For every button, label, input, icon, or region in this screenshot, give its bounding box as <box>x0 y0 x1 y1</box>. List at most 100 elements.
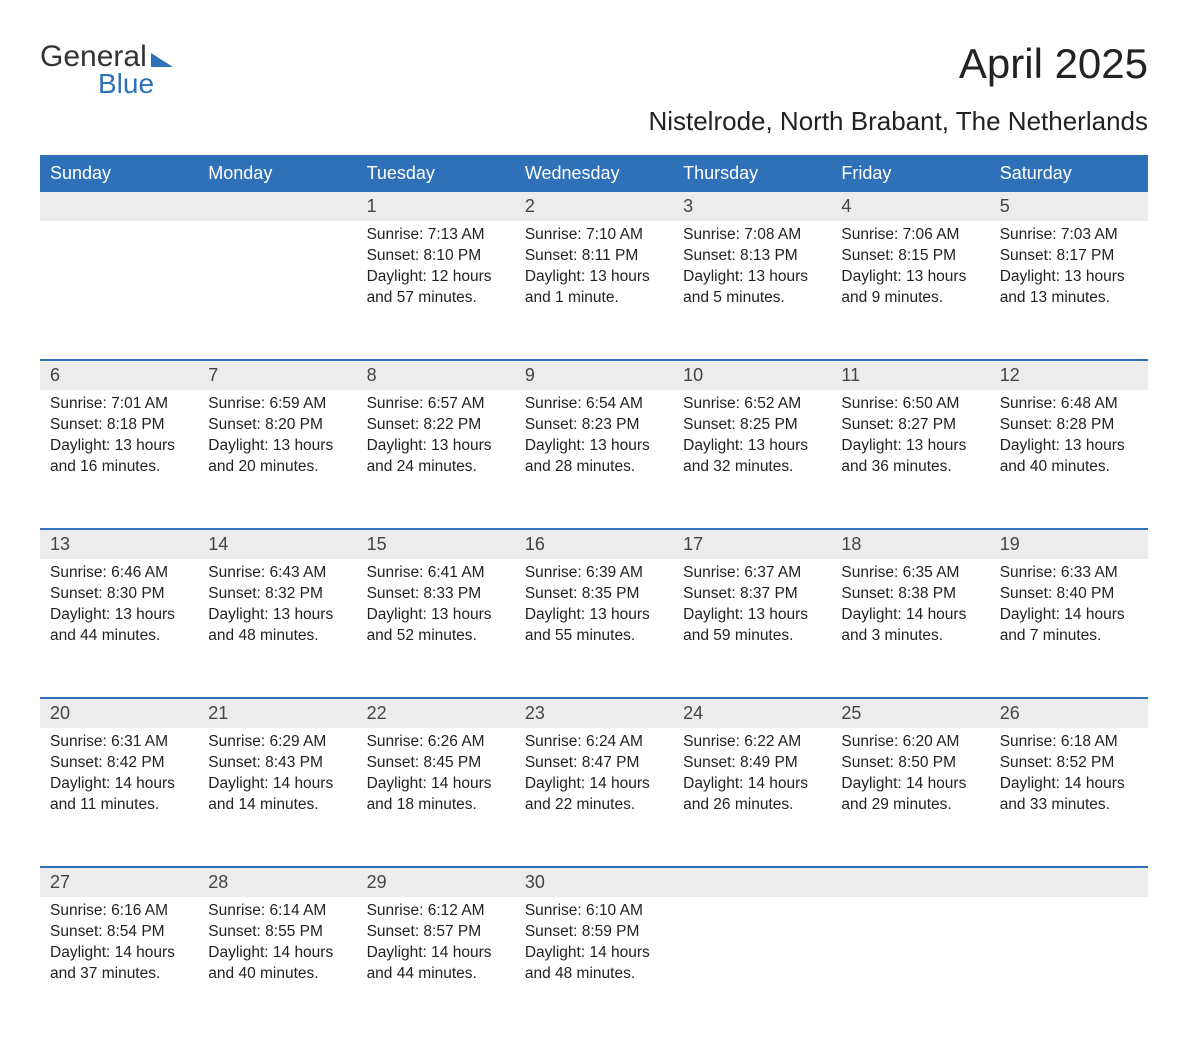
sunset-text: Sunset: 8:20 PM <box>208 415 346 436</box>
sunrise-text: Sunrise: 6:52 AM <box>683 394 821 415</box>
calendar-cell: Sunrise: 7:06 AMSunset: 8:15 PMDaylight:… <box>831 221 989 341</box>
location-subtitle: Nistelrode, North Brabant, The Netherlan… <box>648 106 1148 137</box>
daylight-text-1: Daylight: 13 hours <box>683 436 821 457</box>
daylight-text-2: and 57 minutes. <box>367 288 505 309</box>
sunrise-text: Sunrise: 6:48 AM <box>1000 394 1138 415</box>
weekday-header: Tuesday <box>357 155 515 192</box>
day-number: 19 <box>990 530 1148 559</box>
daylight-text-2: and 11 minutes. <box>50 795 188 816</box>
calendar-cell: Sunrise: 6:10 AMSunset: 8:59 PMDaylight:… <box>515 897 673 1017</box>
calendar-cell: Sunrise: 6:33 AMSunset: 8:40 PMDaylight:… <box>990 559 1148 679</box>
calendar-cell: Sunrise: 6:48 AMSunset: 8:28 PMDaylight:… <box>990 390 1148 510</box>
day-number: 3 <box>673 192 831 221</box>
sunset-text: Sunset: 8:17 PM <box>1000 246 1138 267</box>
day-number: 25 <box>831 699 989 728</box>
sunrise-text: Sunrise: 6:10 AM <box>525 901 663 922</box>
day-number <box>198 192 356 221</box>
logo-block: General Blue <box>40 40 173 100</box>
cell-body: Sunrise: 6:46 AMSunset: 8:30 PMDaylight:… <box>40 559 198 651</box>
daylight-text-2: and 32 minutes. <box>683 457 821 478</box>
daylight-text-1: Daylight: 14 hours <box>841 774 979 795</box>
daylight-text-2: and 16 minutes. <box>50 457 188 478</box>
cell-body: Sunrise: 7:10 AMSunset: 8:11 PMDaylight:… <box>515 221 673 313</box>
cell-body: Sunrise: 6:18 AMSunset: 8:52 PMDaylight:… <box>990 728 1148 820</box>
calendar-cell: Sunrise: 7:01 AMSunset: 8:18 PMDaylight:… <box>40 390 198 510</box>
calendar-cell: Sunrise: 7:08 AMSunset: 8:13 PMDaylight:… <box>673 221 831 341</box>
daylight-text-2: and 18 minutes. <box>367 795 505 816</box>
sunset-text: Sunset: 8:43 PM <box>208 753 346 774</box>
week-row: Sunrise: 6:31 AMSunset: 8:42 PMDaylight:… <box>40 728 1148 848</box>
sunrise-text: Sunrise: 7:01 AM <box>50 394 188 415</box>
daylight-text-1: Daylight: 13 hours <box>208 605 346 626</box>
daylight-text-1: Daylight: 12 hours <box>367 267 505 288</box>
sunset-text: Sunset: 8:30 PM <box>50 584 188 605</box>
sunrise-text: Sunrise: 6:22 AM <box>683 732 821 753</box>
cell-body: Sunrise: 7:06 AMSunset: 8:15 PMDaylight:… <box>831 221 989 313</box>
cell-body: Sunrise: 6:20 AMSunset: 8:50 PMDaylight:… <box>831 728 989 820</box>
sunrise-text: Sunrise: 6:57 AM <box>367 394 505 415</box>
daylight-text-1: Daylight: 13 hours <box>525 605 663 626</box>
sunset-text: Sunset: 8:23 PM <box>525 415 663 436</box>
sunrise-text: Sunrise: 6:31 AM <box>50 732 188 753</box>
day-number <box>831 868 989 897</box>
weekday-header: Monday <box>198 155 356 192</box>
day-number: 20 <box>40 699 198 728</box>
daylight-text-2: and 1 minute. <box>525 288 663 309</box>
sunrise-text: Sunrise: 7:06 AM <box>841 225 979 246</box>
daylight-text-2: and 28 minutes. <box>525 457 663 478</box>
day-number: 21 <box>198 699 356 728</box>
calendar-cell: Sunrise: 6:22 AMSunset: 8:49 PMDaylight:… <box>673 728 831 848</box>
sunrise-text: Sunrise: 6:41 AM <box>367 563 505 584</box>
week-row: Sunrise: 6:16 AMSunset: 8:54 PMDaylight:… <box>40 897 1148 1017</box>
cell-body: Sunrise: 6:10 AMSunset: 8:59 PMDaylight:… <box>515 897 673 989</box>
daylight-text-2: and 52 minutes. <box>367 626 505 647</box>
day-number-row: 27282930 <box>40 866 1148 897</box>
calendar-cell: Sunrise: 7:03 AMSunset: 8:17 PMDaylight:… <box>990 221 1148 341</box>
day-number-row: 13141516171819 <box>40 528 1148 559</box>
day-number: 27 <box>40 868 198 897</box>
sunrise-text: Sunrise: 6:26 AM <box>367 732 505 753</box>
sunrise-text: Sunrise: 6:39 AM <box>525 563 663 584</box>
calendar-cell: Sunrise: 6:31 AMSunset: 8:42 PMDaylight:… <box>40 728 198 848</box>
daylight-text-1: Daylight: 14 hours <box>1000 774 1138 795</box>
sunset-text: Sunset: 8:54 PM <box>50 922 188 943</box>
daylight-text-2: and 22 minutes. <box>525 795 663 816</box>
weekday-header: Sunday <box>40 155 198 192</box>
title-block: April 2025 Nistelrode, North Brabant, Th… <box>648 40 1148 137</box>
calendar-cell-empty <box>198 221 356 341</box>
daylight-text-1: Daylight: 13 hours <box>367 436 505 457</box>
page-header: General Blue April 2025 Nistelrode, Nort… <box>40 40 1148 137</box>
daylight-text-1: Daylight: 13 hours <box>50 436 188 457</box>
calendar-cell: Sunrise: 6:43 AMSunset: 8:32 PMDaylight:… <box>198 559 356 679</box>
daylight-text-1: Daylight: 14 hours <box>208 943 346 964</box>
day-number: 4 <box>831 192 989 221</box>
calendar-cell: Sunrise: 6:24 AMSunset: 8:47 PMDaylight:… <box>515 728 673 848</box>
day-number: 10 <box>673 361 831 390</box>
sunset-text: Sunset: 8:40 PM <box>1000 584 1138 605</box>
cell-body: Sunrise: 6:50 AMSunset: 8:27 PMDaylight:… <box>831 390 989 482</box>
sunset-text: Sunset: 8:11 PM <box>525 246 663 267</box>
daylight-text-2: and 55 minutes. <box>525 626 663 647</box>
daylight-text-2: and 14 minutes. <box>208 795 346 816</box>
cell-body: Sunrise: 6:48 AMSunset: 8:28 PMDaylight:… <box>990 390 1148 482</box>
cell-body: Sunrise: 6:16 AMSunset: 8:54 PMDaylight:… <box>40 897 198 989</box>
sunset-text: Sunset: 8:33 PM <box>367 584 505 605</box>
cell-body: Sunrise: 6:52 AMSunset: 8:25 PMDaylight:… <box>673 390 831 482</box>
sunset-text: Sunset: 8:22 PM <box>367 415 505 436</box>
daylight-text-1: Daylight: 13 hours <box>841 436 979 457</box>
cell-body: Sunrise: 6:29 AMSunset: 8:43 PMDaylight:… <box>198 728 356 820</box>
sunrise-text: Sunrise: 6:14 AM <box>208 901 346 922</box>
sunrise-text: Sunrise: 7:08 AM <box>683 225 821 246</box>
calendar-cell-empty <box>831 897 989 1017</box>
sunset-text: Sunset: 8:45 PM <box>367 753 505 774</box>
daylight-text-1: Daylight: 13 hours <box>50 605 188 626</box>
day-number: 15 <box>357 530 515 559</box>
daylight-text-1: Daylight: 14 hours <box>367 943 505 964</box>
day-number: 26 <box>990 699 1148 728</box>
cell-body: Sunrise: 7:03 AMSunset: 8:17 PMDaylight:… <box>990 221 1148 313</box>
sunset-text: Sunset: 8:38 PM <box>841 584 979 605</box>
day-number-row: 6789101112 <box>40 359 1148 390</box>
sunrise-text: Sunrise: 6:18 AM <box>1000 732 1138 753</box>
day-number-row: 20212223242526 <box>40 697 1148 728</box>
calendar-cell: Sunrise: 6:26 AMSunset: 8:45 PMDaylight:… <box>357 728 515 848</box>
